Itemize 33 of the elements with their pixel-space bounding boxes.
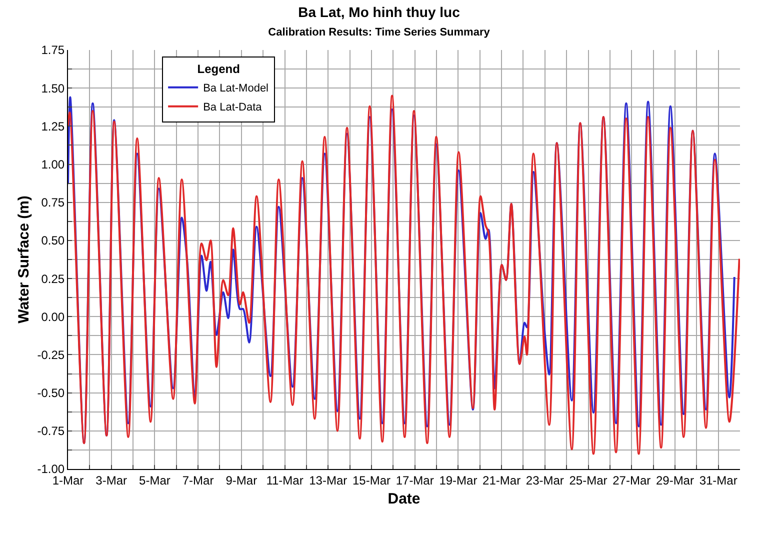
y-tick-label: -0.50 <box>37 386 65 400</box>
y-tick-label: 1.25 <box>41 119 65 134</box>
y-tick-label: 1.50 <box>41 81 65 96</box>
y-tick-label: 0.75 <box>41 196 65 210</box>
x-tick-label: 21-Mar <box>482 473 521 488</box>
x-tick-label: 19-Mar <box>439 473 478 488</box>
x-tick-label: 31-Mar <box>699 473 738 488</box>
x-axis-title: Date <box>388 490 420 508</box>
x-tick-label: 23-Mar <box>526 473 564 488</box>
x-tick-label: 9-Mar <box>226 473 258 488</box>
y-tick-label: -0.25 <box>37 348 65 362</box>
chart-title: Ba Lat, Mo hinh thuy luc <box>298 4 460 20</box>
x-tick-label: 29-Mar <box>656 473 694 488</box>
x-tick-label: 5-Mar <box>139 473 170 488</box>
x-tick-label: 25-Mar <box>569 473 608 488</box>
y-tick-label: 0.00 <box>41 310 65 324</box>
x-tick-label: 13-Mar <box>309 473 348 488</box>
x-tick-label: 15-Mar <box>352 473 390 488</box>
x-tick-label: 3-Mar <box>96 473 128 488</box>
y-tick-label: 0.50 <box>41 234 65 248</box>
x-tick-label: 17-Mar <box>396 473 434 488</box>
legend-label: Ba Lat-Model <box>203 82 269 95</box>
chart-subtitle: Calibration Results: Time Series Summary <box>268 26 491 38</box>
x-tick-label: 11-Mar <box>266 473 304 488</box>
y-tick-label: 1.75 <box>41 43 65 58</box>
x-tick-label: 27-Mar <box>612 473 651 488</box>
y-tick-label: 0.25 <box>41 272 65 286</box>
y-tick-label: 1.00 <box>41 157 65 172</box>
y-tick-label: -0.75 <box>37 424 65 438</box>
y-axis-title: Water Surface (m) <box>15 196 32 324</box>
x-tick-label: 7-Mar <box>182 473 214 488</box>
legend-label: Ba Lat-Data <box>203 102 263 114</box>
legend-title: Legend <box>197 62 240 76</box>
